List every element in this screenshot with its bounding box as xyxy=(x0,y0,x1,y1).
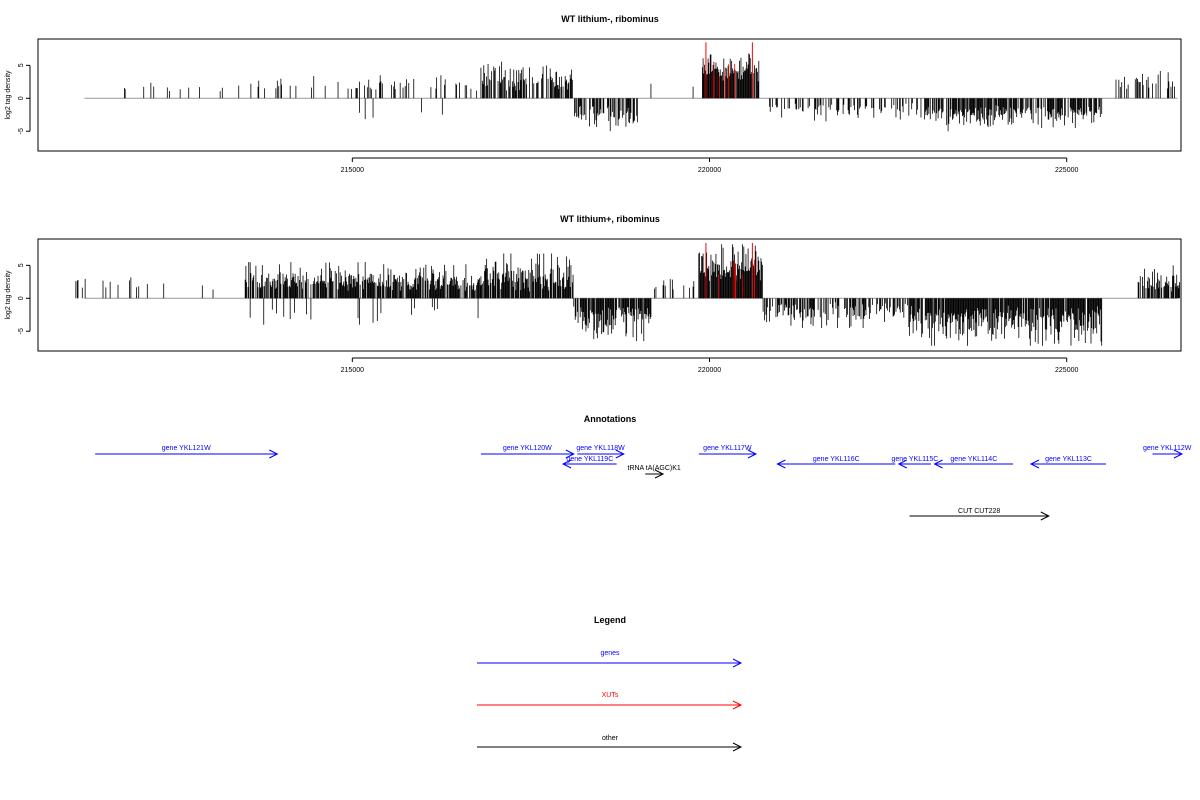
arrowhead-right-icon xyxy=(1040,511,1050,521)
feature-label: gene YKL119C xyxy=(566,456,613,463)
panel-title: WT lithium-, ribominus xyxy=(561,14,659,24)
axes: -5 0 5 215000 220000 225000 xyxy=(18,63,1078,174)
feature-trna-ta-agc-k1: tRNA tA(AGC)K1 xyxy=(628,465,681,479)
arrowhead-right-icon xyxy=(615,449,625,459)
annotations-title: Annotations xyxy=(584,414,637,424)
arrowhead-right-icon xyxy=(747,449,758,459)
x-tick-label: 220000 xyxy=(698,367,721,374)
feature-list: gene YKL121W gene YKL120W gene YKL119C gene… xyxy=(95,445,1192,521)
feature-gene-ykl120w: gene YKL120W xyxy=(480,445,575,459)
feature-label: gene YKL118W xyxy=(576,445,625,452)
axes: -5 0 5 215000 220000 225000 xyxy=(18,263,1078,374)
legend-label: XUTs xyxy=(602,692,619,699)
x-tick-label: 215000 xyxy=(341,167,364,174)
panel-wt-lithium-plus: WT lithium+, ribominus log2 tag density … xyxy=(5,214,1182,374)
feature-label: tRNA tA(AGC)K1 xyxy=(628,465,681,472)
feature-gene-ykl113c: gene YKL113C xyxy=(1029,456,1106,469)
feature-label: gene YKL120W xyxy=(503,445,552,452)
legend-label: other xyxy=(602,735,619,742)
feature-label: gene YKL114C xyxy=(950,456,997,463)
feature-label: gene YKL121W xyxy=(162,445,211,452)
panel-title: WT lithium+, ribominus xyxy=(560,214,660,224)
feature-gene-ykl116c: gene YKL116C xyxy=(776,456,896,469)
x-tick-label: 225000 xyxy=(1055,167,1078,174)
feature-label: gene YKL113C xyxy=(1045,456,1092,463)
feature-gene-ykl112w: gene YKL112W xyxy=(1143,445,1192,459)
y-tick-label: 5 xyxy=(18,63,25,67)
feature-gene-ykl121w: gene YKL121W xyxy=(95,445,279,459)
feature-label: CUT CUT228 xyxy=(958,508,1000,515)
feature-label: gene YKL115C xyxy=(891,456,938,463)
feature-cut-cut228: CUT CUT228 xyxy=(909,508,1050,521)
legend-label: genes xyxy=(600,650,620,657)
legend-item-genes: genes xyxy=(477,650,743,668)
density-bars xyxy=(75,242,1180,346)
plot-frame xyxy=(37,38,1182,152)
y-axis-label: log2 tag density xyxy=(5,270,12,320)
annotations-track: Annotations gene YKL121W gene YKL120Wgene… xyxy=(95,414,1192,521)
feature-gene-ykl117w: gene YKL117W xyxy=(698,445,758,459)
y-tick-label: -5 xyxy=(18,128,25,134)
arrowhead-right-icon xyxy=(1173,449,1184,459)
feature-gene-ykl115c: gene YKL115C xyxy=(891,456,938,469)
arrowhead-left-icon xyxy=(897,459,908,469)
feature-label: gene YKL117W xyxy=(703,445,752,452)
density-bars xyxy=(84,42,1178,132)
arrowhead-right-icon xyxy=(654,469,665,479)
feature-gene-ykl118w: gene YKL118W xyxy=(576,445,625,459)
arrowhead-left-icon xyxy=(933,459,943,469)
feature-label: gene YKL112W xyxy=(1143,445,1192,452)
y-tick-label: -5 xyxy=(18,328,25,334)
panel-wt-lithium-minus: WT lithium-, ribominus log2 tag density … xyxy=(5,14,1182,174)
legend-arrowhead-icon xyxy=(732,700,743,710)
legend-arrowhead-icon xyxy=(732,742,743,752)
legend-item-xuts: XUTs xyxy=(477,692,743,710)
y-tick-label: 0 xyxy=(18,296,25,300)
legend: Legend genes XUTs other xyxy=(477,615,743,752)
x-tick-label: 215000 xyxy=(341,367,364,374)
arrowhead-left-icon xyxy=(1029,459,1040,469)
arrowhead-right-icon xyxy=(269,449,279,459)
feature-label: gene YKL116C xyxy=(813,456,860,463)
arrowhead-left-icon xyxy=(776,459,786,469)
feature-gene-ykl114c: gene YKL114C xyxy=(933,456,1014,469)
arrowhead-left-icon xyxy=(561,459,572,469)
legend-arrowhead-icon xyxy=(732,658,743,668)
x-tick-label: 220000 xyxy=(698,167,721,174)
x-tick-label: 225000 xyxy=(1055,367,1078,374)
feature-gene-ykl119c: gene YKL119C xyxy=(561,456,617,469)
arrowhead-right-icon xyxy=(565,449,575,459)
plot-frame xyxy=(37,238,1182,352)
y-axis-label: log2 tag density xyxy=(5,70,12,120)
y-tick-label: 5 xyxy=(18,263,25,267)
legend-title: Legend xyxy=(594,615,626,625)
legend-item-other: other xyxy=(477,735,743,752)
y-tick-label: 0 xyxy=(18,96,25,100)
